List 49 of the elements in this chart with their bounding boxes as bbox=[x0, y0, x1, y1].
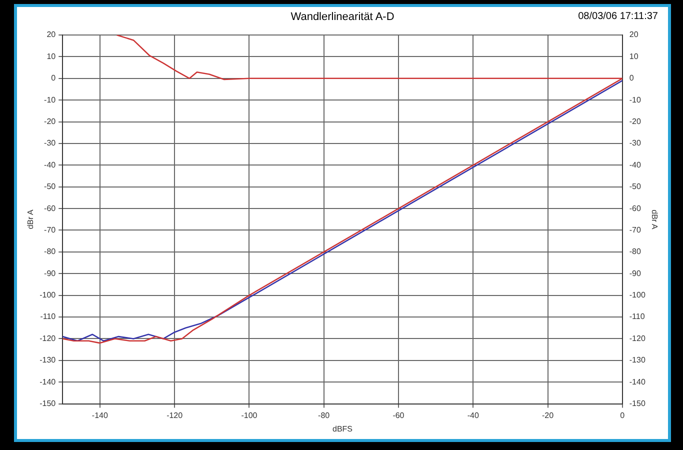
y-tick-label: -140 bbox=[40, 377, 56, 386]
y-axis-title: dBr A bbox=[26, 208, 36, 230]
y-tick-label: -150 bbox=[40, 399, 56, 408]
y-tick-label: -30 bbox=[44, 138, 56, 148]
y-tick-label: -70 bbox=[44, 225, 56, 234]
y2-tick-label: -20 bbox=[629, 116, 642, 126]
y-tick-label: -10 bbox=[44, 95, 56, 104]
x-tick-label: -120 bbox=[166, 410, 184, 420]
y2-tick-label: -90 bbox=[629, 268, 642, 278]
x-tick-label: -100 bbox=[241, 410, 258, 420]
y2-tick-label: -50 bbox=[629, 182, 642, 192]
chart-title: Wandlerlinearität A-D bbox=[290, 11, 394, 23]
y-tick-label: -120 bbox=[40, 334, 56, 343]
y-tick-label: -130 bbox=[40, 356, 56, 365]
y-tick-label: -20 bbox=[44, 116, 56, 126]
y2-tick-label: 0 bbox=[629, 74, 634, 83]
y2-tick-label: -60 bbox=[629, 204, 642, 213]
y2-tick-label: -30 bbox=[629, 138, 642, 148]
y2-tick-label: -70 bbox=[629, 225, 642, 234]
y-tick-label: -110 bbox=[40, 312, 56, 322]
text: 08/03/06 17:11:37 bbox=[578, 11, 658, 22]
y2-tick-label: -130 bbox=[629, 356, 646, 365]
y2-tick-label: -140 bbox=[629, 377, 646, 386]
y-tick-label: 0 bbox=[51, 74, 56, 83]
y2-tick-label: -40 bbox=[629, 160, 642, 170]
x-tick-label: 0 bbox=[620, 410, 626, 420]
y-tick-label: -40 bbox=[44, 160, 56, 170]
y-tick-label: 20 bbox=[46, 30, 56, 40]
x-tick-label: -80 bbox=[318, 410, 330, 420]
x-tick-label: -140 bbox=[92, 410, 108, 420]
y2-tick-label: -150 bbox=[629, 399, 646, 408]
y2-tick-label: -10 bbox=[629, 95, 642, 104]
x-tick-label: -20 bbox=[542, 410, 554, 420]
y2-tick-label: -100 bbox=[629, 290, 646, 300]
y2-tick-label: 10 bbox=[629, 52, 639, 61]
y-tick-label: -100 bbox=[40, 290, 56, 300]
y-tick-label: -50 bbox=[44, 182, 56, 192]
y-tick-label: -90 bbox=[44, 268, 56, 278]
y2-axis-title: dBr A bbox=[650, 210, 659, 230]
x-axis-title: dBFS bbox=[332, 424, 353, 434]
y2-tick-label: -110 bbox=[629, 312, 646, 322]
x-tick-label: -40 bbox=[467, 410, 480, 420]
y2-tick-label: -120 bbox=[629, 334, 646, 343]
y-tick-label: 10 bbox=[46, 52, 56, 61]
y2-tick-label: 20 bbox=[629, 30, 639, 40]
y-tick-label: -80 bbox=[44, 247, 56, 256]
y-tick-label: -60 bbox=[44, 204, 56, 213]
y2-tick-label: -80 bbox=[629, 247, 642, 256]
x-tick-label: -60 bbox=[392, 410, 405, 420]
